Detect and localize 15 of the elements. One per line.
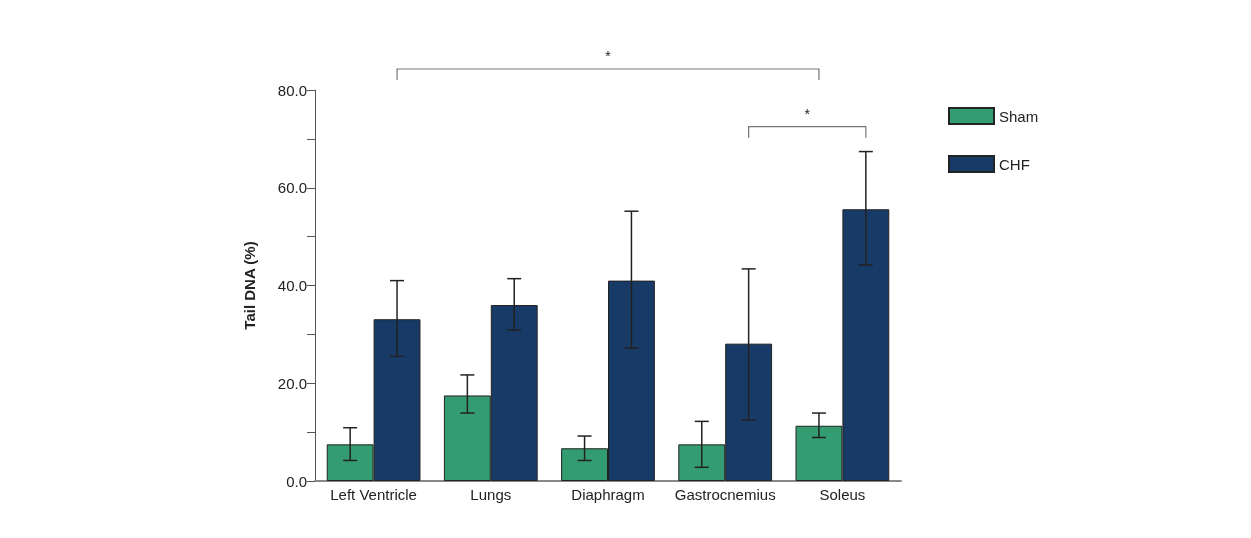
y-tick-label: 60.0	[277, 179, 307, 197]
x-tick-label: Diaphragm	[571, 486, 645, 503]
legend-label: CHF	[999, 155, 1030, 173]
y-tick-label: 20.0	[277, 374, 307, 392]
y-tick-label: 40.0	[277, 277, 307, 294]
y-axis-title: Tail DNA (%)	[241, 241, 258, 330]
text: *	[605, 47, 612, 64]
x-tick-label: Gastrocnemius	[674, 486, 776, 503]
y-tick-label: 80.0	[277, 81, 307, 99]
x-tick-label: Soleus	[819, 486, 866, 503]
annotation: *	[804, 105, 811, 122]
legend-label: Sham	[999, 107, 1039, 125]
y-tick-label: 0.0	[286, 472, 307, 490]
x-tick-label: Lungs	[470, 486, 512, 503]
x-tick-label: Left Ventricle	[330, 486, 417, 503]
